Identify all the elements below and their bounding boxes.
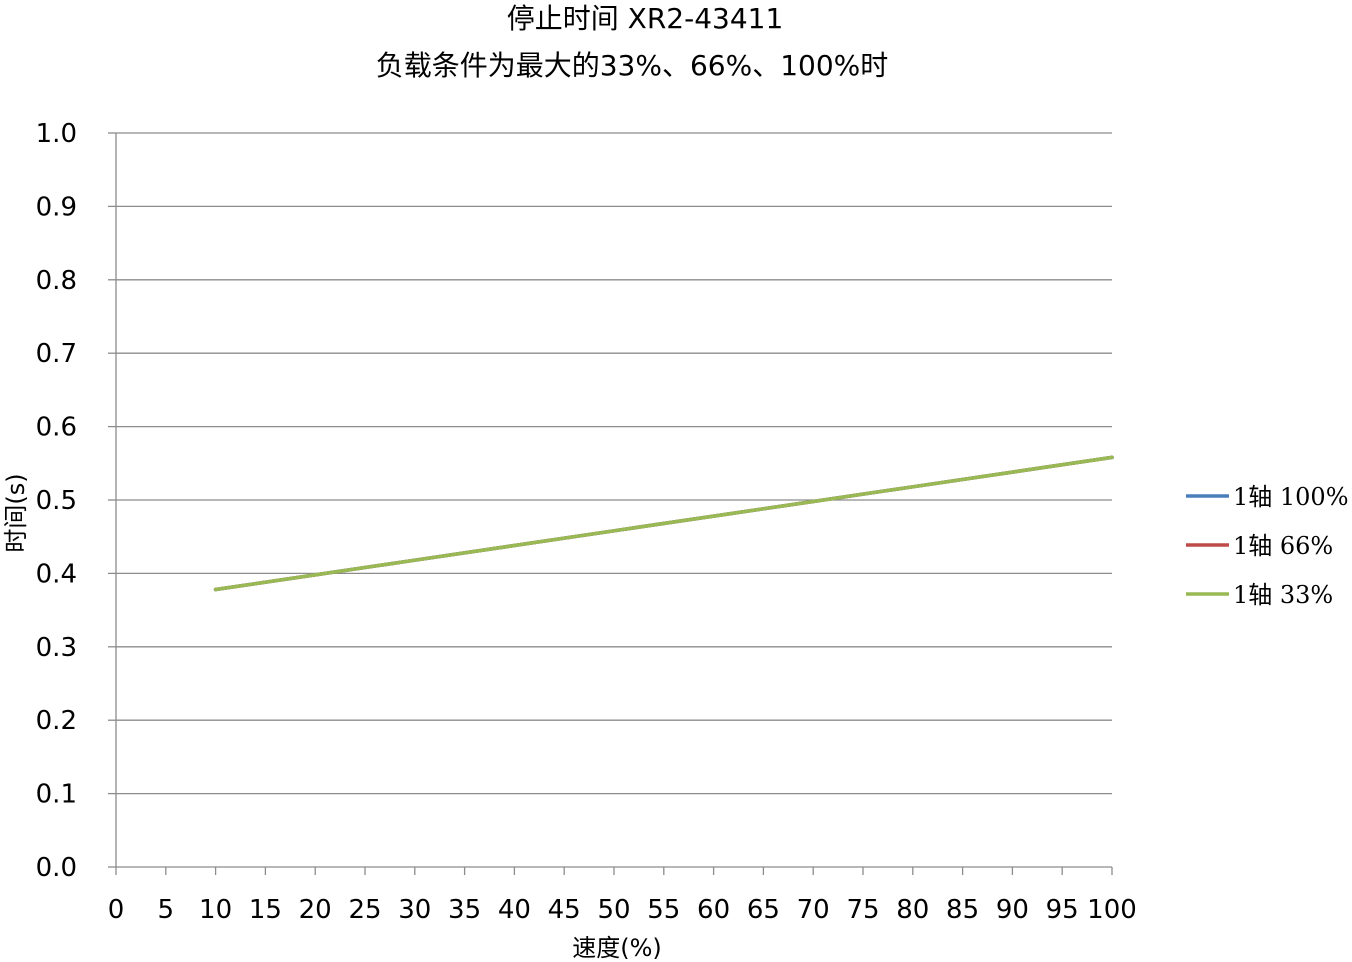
series-line [213, 455, 1114, 592]
x-tick-label: 90 [996, 895, 1029, 925]
x-tick-label: 80 [896, 895, 929, 925]
y-tick-label: 0.0 [36, 853, 77, 883]
y-axis-title: 时间(s) [2, 473, 30, 552]
y-tick-label: 0.3 [36, 633, 77, 663]
y-tick-label: 0.8 [36, 266, 77, 296]
x-tick-labels: 0 5 10 15 20 25 30 35 40 45 50 55 60 65 70 75 80 85 90 95 10… [108, 895, 1137, 925]
y-tick-label: 0.9 [36, 192, 77, 222]
x-tick-label: 55 [647, 895, 680, 925]
legend: 1轴 100% 1轴 66% 1轴 33% [1186, 483, 1349, 609]
x-tick-label: 85 [946, 895, 979, 925]
chart-title-line2: 负载条件为最大的33%、66%、100%时 [376, 49, 889, 82]
legend-label: 1轴 33% [1233, 581, 1333, 609]
x-tick-label: 20 [299, 895, 332, 925]
x-tick-label: 30 [398, 895, 431, 925]
series-lines [213, 455, 1114, 592]
x-tick-label: 45 [548, 895, 581, 925]
y-tick-label: 0.1 [36, 780, 77, 810]
y-tick-label: 0.7 [36, 339, 77, 369]
y-tick-label: 1.0 [36, 119, 77, 149]
gridlines [116, 132, 1112, 795]
legend-label: 1轴 100% [1233, 483, 1349, 511]
x-tick-label: 60 [697, 895, 730, 925]
x-tick-label: 35 [448, 895, 481, 925]
y-tick-label: 0.6 [36, 413, 77, 443]
y-tick-label: 0.4 [36, 559, 77, 589]
x-tick-label: 15 [249, 895, 282, 925]
x-tick-label: 95 [1046, 895, 1079, 925]
x-tick-label: 100 [1087, 895, 1137, 925]
x-tick-label: 5 [158, 895, 175, 925]
x-tick-label: 25 [348, 895, 381, 925]
y-tick-labels: 0.0 0.1 0.2 0.3 0.4 0.5 0.6 0.7 0.8 0.9 1.0 [36, 119, 77, 883]
x-tick-label: 75 [846, 895, 879, 925]
y-tick-label: 0.5 [36, 486, 77, 516]
x-tick-label: 50 [597, 895, 630, 925]
x-tick-label: 40 [498, 895, 531, 925]
axes [108, 132, 1113, 875]
legend-label: 1轴 66% [1233, 532, 1333, 560]
chart-title-line1: 停止时间 XR2-43411 [507, 2, 784, 35]
x-tick-label: 10 [199, 895, 232, 925]
x-tick-label: 70 [797, 895, 830, 925]
x-tick-label: 0 [108, 895, 125, 925]
y-tick-label: 0.2 [36, 706, 77, 736]
x-axis-title: 速度(%) [572, 934, 662, 962]
x-tick-label: 65 [747, 895, 780, 925]
